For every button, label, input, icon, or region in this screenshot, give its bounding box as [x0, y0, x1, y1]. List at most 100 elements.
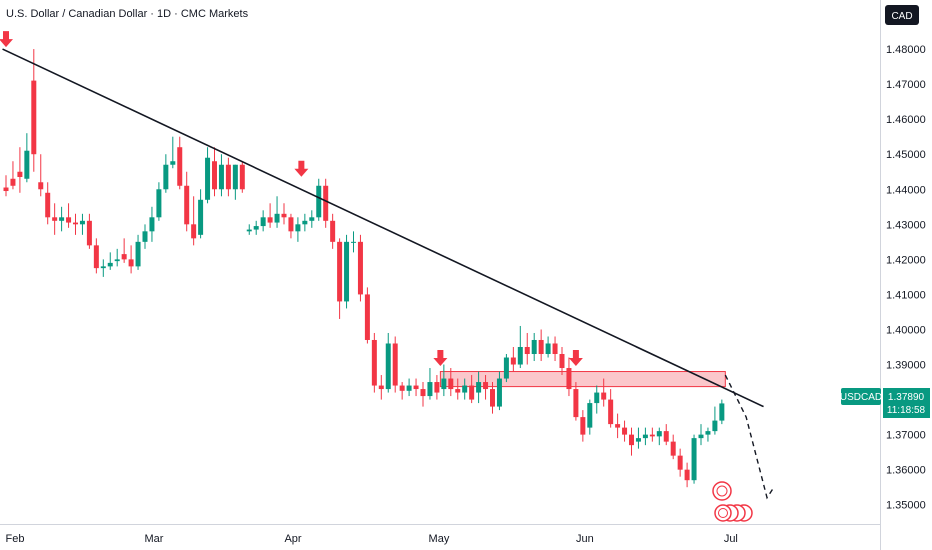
- candle-body: [45, 192, 51, 218]
- arrow-down-icon: [568, 350, 583, 367]
- price-tick-label: 1.42000: [886, 254, 926, 266]
- candle-body: [385, 343, 391, 390]
- candle-body: [10, 178, 16, 186]
- candle-body: [594, 392, 600, 404]
- candle-body: [66, 217, 72, 223]
- maple-icon: [716, 485, 728, 497]
- candle-body: [253, 226, 259, 230]
- candle-body: [163, 164, 169, 190]
- currency-badge-label: CAD: [891, 11, 912, 22]
- candle-body: [420, 389, 426, 397]
- symbol-tag-label: USDCAD: [840, 392, 882, 403]
- candle-body: [156, 189, 162, 218]
- candle-body: [38, 182, 44, 190]
- candle-body: [670, 441, 676, 456]
- candle-body: [59, 217, 65, 221]
- candle-body: [267, 217, 273, 223]
- event-icon-us-1[interactable]: [714, 504, 732, 522]
- candle-body: [177, 147, 183, 186]
- candle-body: [114, 259, 120, 262]
- candle-body: [232, 164, 238, 190]
- candle-body: [24, 150, 30, 179]
- candle-body: [642, 434, 648, 439]
- candle-body: [225, 164, 231, 190]
- arrow-down-icon: [294, 160, 309, 177]
- candle-body: [142, 231, 148, 242]
- candle-body: [629, 434, 634, 446]
- price-tick-label: 1.35000: [886, 500, 926, 512]
- time-tick-label: Feb: [6, 533, 25, 545]
- candle-body: [121, 254, 127, 260]
- candle-body: [476, 382, 482, 393]
- candle-body: [52, 217, 58, 221]
- last-price-tag-bg: [883, 388, 930, 418]
- price-tick-label: 1.43000: [886, 219, 926, 231]
- candle-body: [615, 424, 621, 428]
- candle-body: [483, 382, 489, 390]
- time-tick-label: Jul: [724, 533, 738, 545]
- arrow-down-icon: [433, 350, 448, 367]
- candle-body: [246, 229, 252, 232]
- us-flag-icon: [718, 508, 728, 518]
- price-tick-label: 1.37000: [886, 430, 926, 442]
- candle-body: [93, 245, 99, 269]
- candle-body: [698, 434, 704, 439]
- price-tick-label: 1.45000: [886, 149, 926, 161]
- candle-body: [260, 217, 266, 227]
- candle-body: [490, 389, 495, 407]
- candle-body: [427, 382, 433, 397]
- price-tick-label: 1.48000: [886, 44, 926, 56]
- candle-body: [649, 434, 655, 437]
- resistance-zone: [439, 371, 726, 388]
- candle-body: [705, 431, 711, 435]
- candle-body: [371, 339, 377, 386]
- drawings-layer: [2, 48, 775, 500]
- candle-body: [218, 164, 224, 190]
- candle-body: [573, 389, 579, 418]
- candle-body: [587, 403, 593, 428]
- candle-body: [281, 213, 287, 218]
- candle-body: [406, 385, 412, 391]
- candle-body: [469, 385, 475, 400]
- candle-body: [17, 171, 23, 178]
- candle-body: [517, 346, 523, 365]
- arrow-down-icon: [0, 31, 13, 48]
- candle-body: [31, 80, 37, 155]
- candle-body: [323, 185, 329, 221]
- candle-body: [302, 220, 308, 225]
- currency-badge[interactable]: CAD: [885, 5, 919, 25]
- candle-body: [580, 417, 586, 435]
- candle-body: [378, 385, 384, 390]
- candle-body: [608, 399, 614, 425]
- countdown-label: 11:18:58: [887, 405, 926, 416]
- candle-body: [656, 431, 662, 437]
- candle-body: [357, 241, 363, 295]
- candle-body: [135, 241, 141, 267]
- candle-body: [309, 217, 315, 221]
- candle-body: [184, 185, 190, 225]
- event-icon-canada[interactable]: [712, 481, 732, 501]
- candle-body: [510, 357, 516, 365]
- candle-body: [212, 161, 217, 190]
- candle-body: [399, 385, 405, 391]
- symbol-tag-bg: [841, 388, 881, 405]
- candle-body: [205, 157, 211, 200]
- candle-body: [351, 241, 356, 243]
- candle-body: [337, 241, 343, 302]
- candle-body: [531, 339, 537, 355]
- candles-layer: [3, 49, 725, 488]
- time-axis: Feb Mar Apr May Jun Jul: [6, 533, 738, 545]
- candle-body: [100, 266, 106, 269]
- candle-body: [288, 217, 294, 232]
- candle-body: [128, 259, 134, 267]
- projected-path: [724, 374, 775, 500]
- event-icons[interactable]: [712, 481, 753, 522]
- time-tick-label: May: [429, 533, 450, 545]
- candle-body: [107, 262, 113, 267]
- candle-body: [559, 354, 565, 369]
- candle-body: [364, 294, 370, 340]
- candle-body: [719, 403, 725, 421]
- candle-body: [198, 199, 204, 235]
- candle-body: [86, 220, 92, 246]
